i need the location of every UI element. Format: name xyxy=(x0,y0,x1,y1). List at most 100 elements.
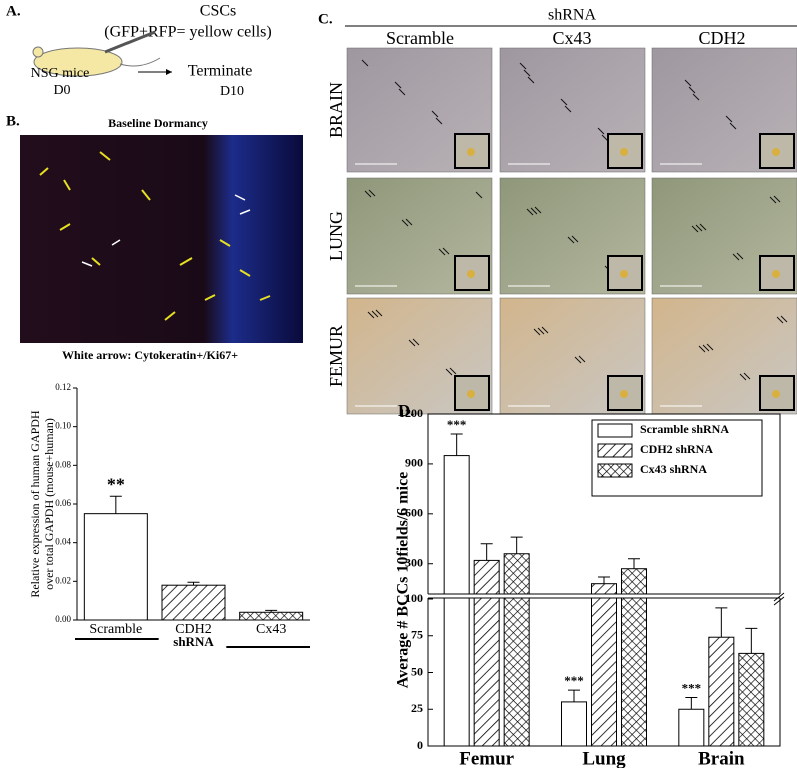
x-tick-label: Brain xyxy=(698,748,745,768)
arrow xyxy=(398,88,406,96)
mouse-ear xyxy=(32,46,44,58)
error-bar xyxy=(187,581,200,586)
image-caption: White arrow: Cytokeratin+/Ki67+ xyxy=(62,348,238,362)
legend-label: CDH2 shRNA xyxy=(640,442,713,456)
arrow xyxy=(706,343,714,351)
error-bar xyxy=(109,495,122,514)
error-bar xyxy=(745,627,758,654)
error-bar xyxy=(598,576,610,584)
row-label: FEMUR xyxy=(326,325,346,387)
arrow xyxy=(367,311,375,319)
bar xyxy=(503,553,530,747)
arrow xyxy=(691,225,699,233)
syringe xyxy=(104,30,156,54)
arrow xyxy=(408,339,416,347)
error-bar xyxy=(510,536,523,554)
y-tick-label: 1200 xyxy=(399,406,423,420)
significance: *** xyxy=(564,673,584,688)
arrow xyxy=(732,253,740,261)
bar xyxy=(591,583,617,747)
arrow xyxy=(530,207,538,215)
arrow xyxy=(449,367,457,375)
arrow xyxy=(684,79,692,87)
y-tick-label: 0.00 xyxy=(55,614,71,624)
inset-cell xyxy=(772,148,780,156)
significance: *** xyxy=(682,680,702,695)
bar xyxy=(161,584,226,621)
bar xyxy=(738,652,765,747)
column-header: Cx43 xyxy=(552,28,591,48)
arrow xyxy=(739,373,747,381)
arrow xyxy=(364,190,372,198)
y-tick-label: 0.06 xyxy=(55,498,71,508)
y-tick-label: 75 xyxy=(411,628,423,642)
inset-cell xyxy=(467,148,475,156)
inset-cell xyxy=(467,270,475,278)
bar xyxy=(678,708,705,747)
arrow xyxy=(578,355,586,363)
arrow xyxy=(567,236,575,244)
legend-swatch xyxy=(597,463,633,478)
x-tick-label: Scramble xyxy=(89,622,142,637)
y-tick-label: 0.02 xyxy=(55,575,71,585)
panel-label: D. xyxy=(398,401,415,420)
y-tick-label: 0 xyxy=(417,738,423,752)
arrow xyxy=(699,223,707,231)
arrow xyxy=(571,235,579,243)
y-tick-label: 0.04 xyxy=(55,537,71,547)
arrows xyxy=(39,151,271,321)
arrow xyxy=(541,326,549,334)
axis-break xyxy=(424,594,784,598)
bar xyxy=(561,701,587,747)
arrow xyxy=(537,327,545,335)
y-axis-label: over total GAPDH (mouse+human) xyxy=(42,418,56,590)
y-tick-label: 0.12 xyxy=(55,382,71,392)
arrow xyxy=(361,59,369,67)
column-header: CDH2 xyxy=(698,28,745,48)
arrow xyxy=(769,196,777,204)
inset-cell xyxy=(467,390,475,398)
arrow xyxy=(560,98,568,106)
y-tick-label: 0.08 xyxy=(55,459,71,469)
panel-label: B. xyxy=(6,113,20,129)
inset-cell xyxy=(772,270,780,278)
arrow xyxy=(776,316,784,324)
x-tick-label: Lung xyxy=(582,748,626,768)
arrow xyxy=(688,86,696,94)
y-axis-label: Relative expression of human GAPDH xyxy=(28,410,42,598)
legend-label: Cx43 shRNA xyxy=(640,462,707,476)
arrow xyxy=(702,344,710,352)
arrow xyxy=(698,345,706,353)
arrow xyxy=(401,219,409,227)
bar xyxy=(239,611,304,621)
y-tick-label: 300 xyxy=(405,555,423,569)
arrow xyxy=(442,247,450,255)
error-bar xyxy=(480,543,493,561)
arrow xyxy=(435,117,443,125)
arrow xyxy=(371,310,379,318)
axis-break-mark xyxy=(773,592,785,606)
arrow xyxy=(527,76,535,84)
error-bar xyxy=(450,433,463,456)
bar xyxy=(443,455,470,747)
arrow xyxy=(692,93,700,101)
arrow xyxy=(405,218,413,226)
arrow xyxy=(695,224,703,232)
column-header: Scramble xyxy=(386,28,454,48)
arrow xyxy=(519,62,527,70)
arrow xyxy=(533,328,541,336)
arrow xyxy=(564,105,572,113)
panel-c-header: shRNA xyxy=(548,7,596,24)
arrow xyxy=(743,372,751,380)
panel-label: C. xyxy=(318,11,333,27)
group-label: shRNA xyxy=(173,634,214,649)
arrow xyxy=(368,189,376,197)
arrow xyxy=(475,191,483,199)
arrow xyxy=(523,69,531,77)
arrow xyxy=(375,309,383,317)
arrow xyxy=(729,122,737,130)
row-label: BRAIN xyxy=(326,82,346,138)
inset-cell xyxy=(620,148,628,156)
x-tick-label: Cx43 xyxy=(256,622,286,637)
